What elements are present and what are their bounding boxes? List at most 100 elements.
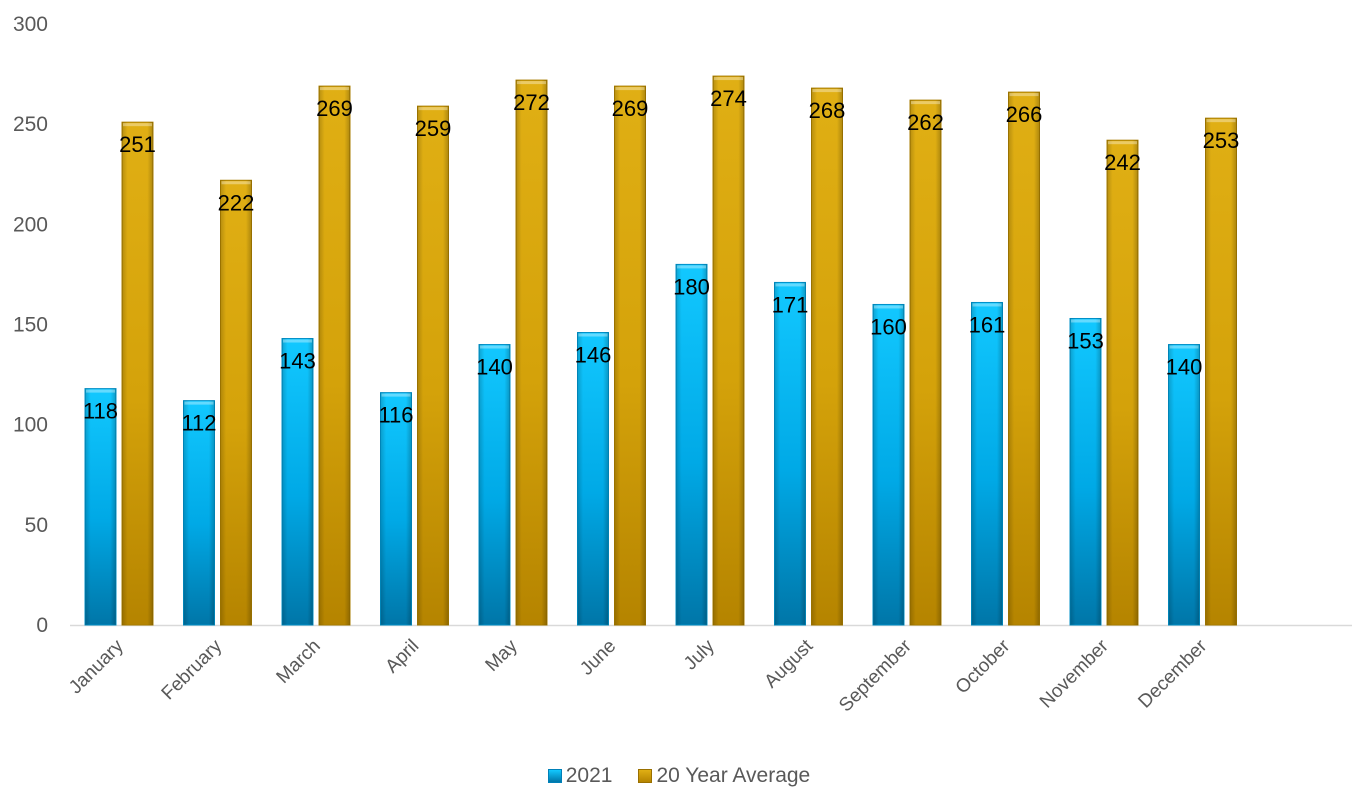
bar-shading [1205,118,1237,625]
bar-highlight [812,89,842,93]
y-tick-label: 100 [13,414,48,437]
data-label-2021: 160 [870,314,907,339]
bar-highlight [775,283,805,287]
bar-shading [479,344,510,625]
bar-shading [380,392,412,625]
bar-2021 [872,303,905,626]
x-tick-label: April [382,636,424,678]
legend-label-20-year-average: 20 Year Average [656,764,811,787]
bar-20-year-average [811,87,843,626]
data-label-20-year-average: 259 [415,116,452,141]
bar-highlight [1108,141,1137,145]
legend-item-2021: 2021 [547,764,612,788]
y-tick-label: 250 [13,113,48,136]
bar-shading [85,388,116,625]
x-tick-label: July [680,635,719,674]
bar-highlight [1009,93,1039,97]
data-label-2021: 143 [279,349,316,374]
bar-2021 [774,281,806,626]
bar-shading [774,282,806,625]
data-label-2021: 112 [181,411,216,436]
bar-20-year-average [121,121,154,626]
data-labels: 118 112 143 116 140 146 180 171 160 161 153 140 251 2… [83,86,1239,436]
legend-swatch-2021 [547,769,562,783]
bar-20-year-average [909,99,942,626]
bar-highlight [714,77,743,81]
data-label-20-year-average: 222 [218,190,255,215]
bars [84,75,1237,626]
y-tick-label: 150 [13,314,48,337]
bar-highlight [86,389,115,393]
data-label-20-year-average: 272 [513,90,550,115]
data-label-2021: 180 [673,274,710,299]
bar-shading [614,86,646,625]
y-tick-label: 300 [13,13,48,36]
x-tick-label: March [273,636,325,688]
x-tick-label: August [761,635,818,692]
bar-2021 [971,301,1003,626]
data-label-2021: 146 [575,343,612,368]
bar-shading [1168,344,1200,625]
bar-20-year-average [614,85,646,626]
bar-20-year-average [417,105,449,626]
bar-2021 [183,400,215,626]
bar-2021 [380,392,412,626]
bar-highlight [283,339,312,343]
bar-highlight [615,87,645,91]
legend: 2021 20 Year Average [0,764,1358,788]
bar-shading [910,100,941,626]
bar-highlight [972,303,1002,307]
bar-highlight [221,181,251,185]
bar-20-year-average [1106,139,1139,626]
bar-20-year-average [318,85,351,626]
bar-chart-plot: 0 50 100 150 200 250 300 January February March Ap… [13,13,1352,716]
data-label-2021: 118 [83,399,118,424]
y-tick-label: 50 [25,514,48,537]
data-label-20-year-average: 242 [1104,150,1141,175]
data-label-2021: 153 [1067,328,1104,353]
bar-2021 [281,338,314,626]
bar-20-year-average [1008,91,1040,626]
bar-shading [183,400,215,625]
bar-shading [811,88,843,625]
bar-highlight [480,345,509,349]
data-label-20-year-average: 266 [1006,102,1043,127]
bar-shading [417,106,449,626]
x-tick-label: October [952,635,1015,698]
bar-shading [873,304,904,625]
bar-highlight [184,401,214,405]
bar-shading [516,80,547,626]
bar-20-year-average [1205,117,1237,626]
bar-2021 [577,332,609,626]
y-tick-label: 0 [36,614,48,637]
data-label-2021: 171 [772,292,809,317]
x-tick-label: May [482,635,523,676]
x-tick-label: February [158,635,227,704]
bar-shading [713,76,744,625]
data-label-20-year-average: 269 [316,96,353,121]
bar-20-year-average [220,179,252,626]
bar-shading [1070,318,1101,625]
bar-shading [1107,140,1138,625]
bar-2021 [1168,344,1200,626]
y-tick-label: 200 [13,213,48,236]
bar-highlight [1169,345,1199,349]
bar-highlight [677,265,706,269]
x-tick-label: December [1134,635,1211,712]
bar-shading [1008,92,1040,625]
data-label-2021: 140 [476,355,513,380]
legend-swatch-20-year-average [638,769,653,783]
bar-highlight [578,333,608,337]
bar-highlight [1206,119,1236,123]
x-tick-label: November [1036,635,1113,712]
bar-highlight [381,393,411,397]
data-label-2021: 140 [1166,355,1203,380]
bar-highlight [123,123,152,127]
bar-shading [220,180,252,625]
bar-2021 [675,263,708,626]
data-label-2021: 161 [969,312,1006,337]
legend-item-20-year-average: 20 Year Average [638,764,810,788]
bar-highlight [418,107,448,111]
data-label-2021: 116 [378,403,413,428]
